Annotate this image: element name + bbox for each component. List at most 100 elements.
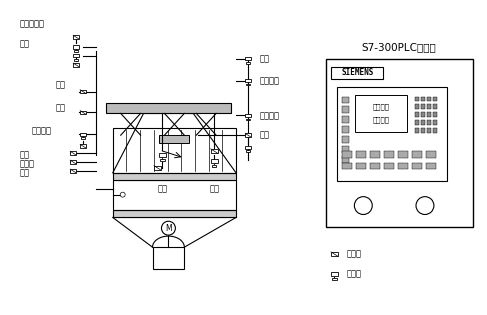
Bar [113,128,236,173]
Bar [73,54,79,58]
Text: 饱和度: 饱和度 [19,159,34,168]
Bar [73,35,79,39]
Bar [433,112,437,117]
Bar [356,94,407,132]
Bar [342,126,349,133]
Bar [73,45,79,49]
Text: 真空: 真空 [56,81,66,90]
Bar [70,151,76,155]
Bar [70,169,76,173]
Bar [211,149,218,153]
Bar [427,105,431,109]
Bar [152,247,185,269]
Text: 主真空吸濾: 主真空吸濾 [19,19,44,28]
Bar [245,57,251,60]
Text: 糖浆: 糖浆 [260,131,270,140]
Bar [342,116,349,123]
Bar [81,137,85,139]
Bar [246,150,250,152]
Bar [80,144,86,148]
Bar [412,151,422,158]
Bar [370,151,380,158]
Text: 过程控制: 过程控制 [373,103,390,110]
Bar [421,105,425,109]
Text: S7-300PLC控制站: S7-300PLC控制站 [362,42,436,52]
Text: 调节阀: 调节阀 [346,269,361,278]
Bar [342,136,349,143]
Bar [113,180,236,209]
Bar [245,134,251,137]
Bar [427,96,431,101]
Bar [331,252,338,256]
Bar [426,151,436,158]
Circle shape [120,192,125,197]
Bar [342,106,349,113]
Bar [160,159,165,161]
Bar [211,159,218,163]
Bar [370,163,380,169]
Bar [415,120,419,125]
Bar [356,163,366,169]
Bar [332,67,383,79]
Text: 加热蒸汽: 加热蒸汽 [31,126,51,135]
Bar [246,84,250,85]
Bar [246,118,250,120]
Bar [421,120,425,125]
Bar [80,133,86,136]
Bar [342,163,353,169]
Bar [342,96,349,104]
Text: 卸料: 卸料 [209,185,219,194]
Bar [433,105,437,109]
Bar [106,104,231,113]
Text: 液位: 液位 [19,150,29,159]
Bar [245,146,251,149]
Circle shape [355,197,372,215]
Bar [245,114,251,117]
Text: 卸料: 卸料 [157,185,168,194]
Bar [331,272,338,276]
Text: SIEMENS: SIEMENS [341,68,374,77]
Bar [342,156,349,163]
Bar [433,120,437,125]
Bar [415,128,419,133]
Bar [212,165,217,167]
Bar [412,163,422,169]
Bar [398,163,408,169]
Bar [384,163,394,169]
Bar [415,105,419,109]
Bar [427,112,431,117]
Bar [421,112,425,117]
Bar [154,166,161,170]
Bar [74,59,78,61]
Bar [427,128,431,133]
Bar [398,151,408,158]
Text: 传感器: 传感器 [346,250,361,259]
Bar [356,151,366,158]
Bar [159,135,189,143]
Text: 排气: 排气 [260,54,270,63]
Bar [415,112,419,117]
Text: M: M [165,224,172,233]
Bar [433,96,437,101]
Bar [426,163,436,169]
Bar [337,87,447,181]
Bar [70,160,76,164]
Bar [421,96,425,101]
Text: 真空终止: 真空终止 [260,76,280,85]
Bar [80,90,86,93]
Bar [421,128,425,133]
Bar [427,120,431,125]
Bar [80,111,86,114]
Text: 温度: 温度 [19,168,29,177]
Bar [342,151,353,158]
Bar [113,173,236,180]
Bar [325,59,473,227]
Bar [245,79,251,82]
Text: 旁路: 旁路 [19,39,29,48]
Circle shape [162,221,175,235]
Bar [74,50,78,52]
Circle shape [416,197,434,215]
Bar [73,63,79,66]
Bar [433,128,437,133]
Text: 图形显示: 图形显示 [373,116,390,123]
